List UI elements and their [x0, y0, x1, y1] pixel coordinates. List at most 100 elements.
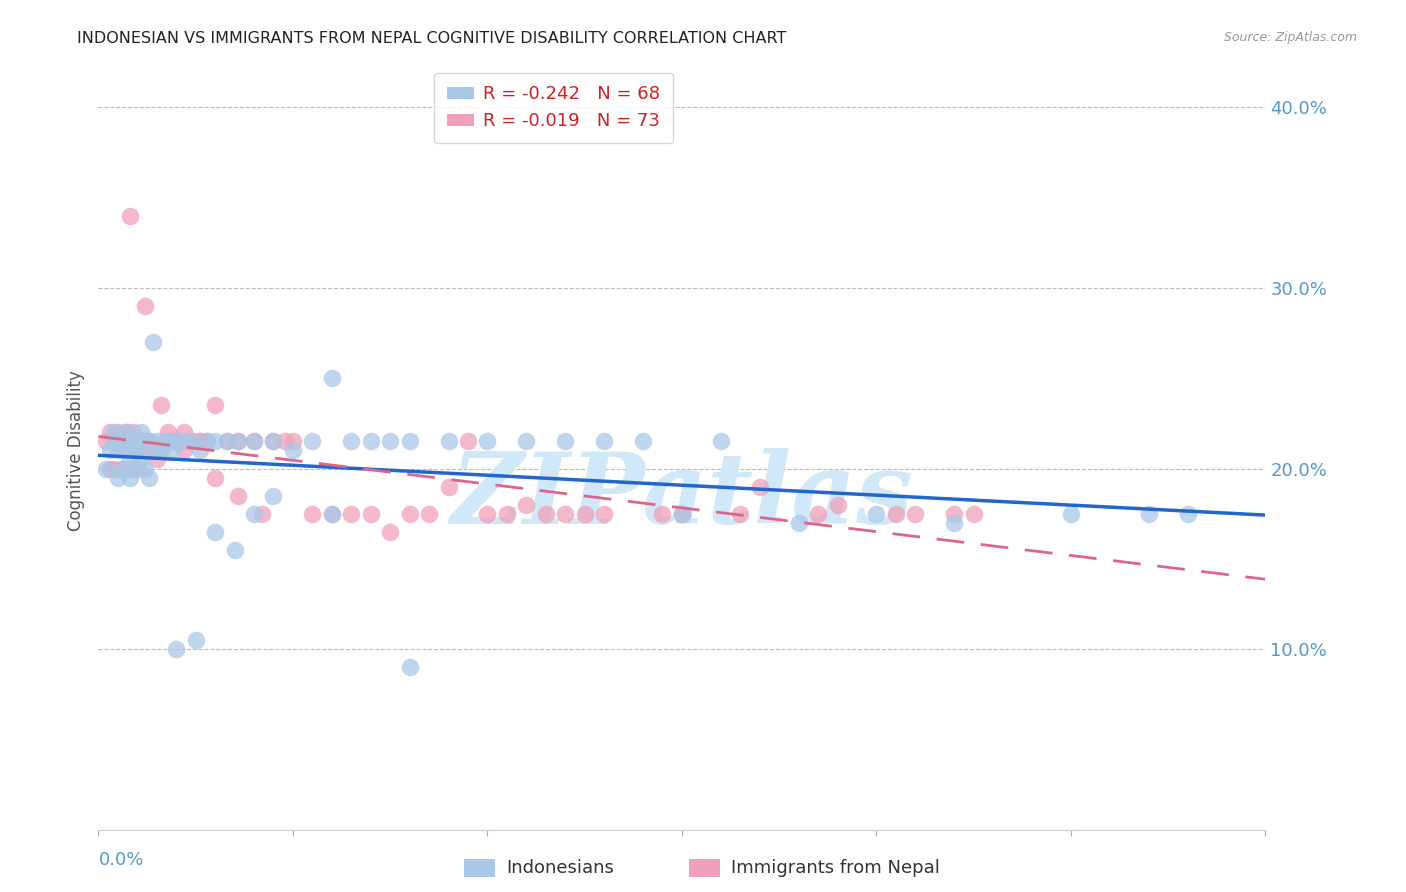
Point [360, 434, 382, 449]
Point [149, 443, 172, 458]
Legend: R = -0.242   N = 68, R = -0.019   N = 73: R = -0.242 N = 68, R = -0.019 N = 73 [434, 73, 672, 143]
Point [787, 516, 810, 530]
Point [554, 507, 576, 521]
Point [943, 507, 966, 521]
Point [224, 542, 246, 557]
Point [134, 461, 156, 475]
Point [204, 398, 226, 412]
Point [228, 489, 250, 503]
Point [111, 434, 134, 449]
Point [515, 498, 537, 512]
Point [173, 425, 195, 440]
Point [398, 507, 420, 521]
Point [165, 434, 187, 449]
Point [134, 299, 156, 313]
Point [904, 507, 927, 521]
Point [651, 507, 673, 521]
Point [149, 443, 172, 458]
Point [114, 425, 136, 440]
Point [111, 434, 134, 449]
Point [129, 434, 152, 449]
Point [118, 209, 141, 223]
Point [165, 642, 187, 657]
Point [138, 434, 160, 449]
Point [281, 434, 304, 449]
Point [262, 489, 284, 503]
Point [943, 516, 966, 530]
Point [162, 434, 184, 449]
Point [114, 425, 136, 440]
Point [111, 461, 134, 475]
Point [671, 507, 693, 521]
Point [129, 425, 152, 440]
Point [157, 434, 180, 449]
Text: Immigrants from Nepal: Immigrants from Nepal [731, 859, 941, 877]
Point [118, 470, 141, 484]
Point [153, 434, 176, 449]
Point [122, 434, 145, 449]
Point [534, 507, 557, 521]
Point [188, 443, 211, 458]
Point [710, 434, 733, 449]
Point [98, 443, 121, 458]
Point [114, 443, 136, 458]
Point [730, 507, 752, 521]
Point [180, 434, 202, 449]
Point [96, 434, 118, 449]
Point [215, 434, 238, 449]
Text: INDONESIAN VS IMMIGRANTS FROM NEPAL COGNITIVE DISABILITY CORRELATION CHART: INDONESIAN VS IMMIGRANTS FROM NEPAL COGN… [77, 31, 787, 46]
Point [142, 443, 165, 458]
Point [162, 443, 184, 458]
Point [122, 434, 145, 449]
Point [146, 443, 169, 458]
Point [127, 461, 149, 475]
Point [188, 434, 211, 449]
Point [1177, 507, 1199, 521]
Point [1060, 507, 1083, 521]
Point [122, 461, 145, 475]
Point [157, 425, 180, 440]
Point [118, 461, 141, 475]
Point [111, 461, 134, 475]
Point [195, 434, 218, 449]
Point [188, 434, 211, 449]
Point [118, 434, 141, 449]
Point [807, 507, 830, 521]
Point [250, 507, 273, 521]
Point [138, 434, 160, 449]
Point [98, 425, 121, 440]
Point [262, 434, 284, 449]
Point [281, 443, 304, 458]
Point [165, 434, 187, 449]
Point [153, 434, 176, 449]
Point [360, 507, 382, 521]
Point [129, 452, 152, 467]
Text: Source: ZipAtlas.com: Source: ZipAtlas.com [1223, 31, 1357, 45]
Point [228, 434, 250, 449]
Point [301, 434, 323, 449]
Point [107, 425, 129, 440]
Point [146, 434, 169, 449]
Point [127, 443, 149, 458]
Point [574, 507, 596, 521]
Point [671, 507, 693, 521]
Point [321, 371, 343, 385]
Point [243, 434, 266, 449]
Point [138, 470, 160, 484]
Point [865, 507, 887, 521]
Point [107, 434, 129, 449]
Point [457, 434, 479, 449]
Point [103, 461, 125, 475]
Point [107, 470, 129, 484]
Point [118, 452, 141, 467]
Point [515, 434, 537, 449]
Point [107, 443, 129, 458]
Point [554, 434, 576, 449]
Point [204, 524, 226, 539]
Point [301, 507, 323, 521]
Point [146, 452, 169, 467]
Point [204, 470, 226, 484]
Point [593, 507, 616, 521]
Point [142, 335, 165, 350]
Point [884, 507, 907, 521]
